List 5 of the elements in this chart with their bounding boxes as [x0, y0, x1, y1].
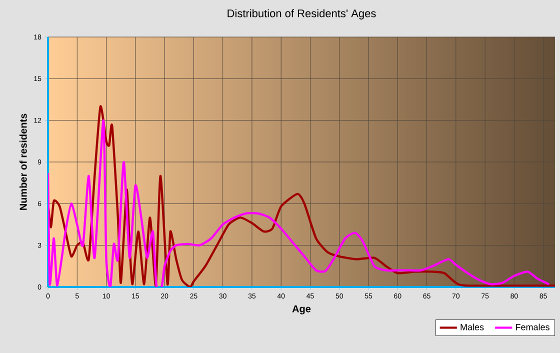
y-axis-title: Number of residents — [19, 114, 27, 210]
x-axis-title: Age — [292, 305, 311, 314]
chart-title: Distribution of Residents' Ages — [228, 9, 376, 20]
legend-label: Males — [460, 324, 484, 330]
legend-label: Females — [516, 324, 550, 330]
